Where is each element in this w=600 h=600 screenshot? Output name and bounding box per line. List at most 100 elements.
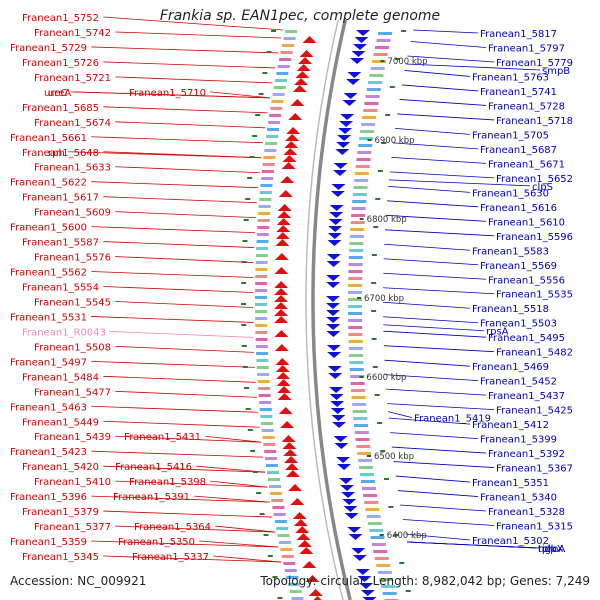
forward-gene-arrow (284, 141, 299, 148)
right-label-connector (387, 411, 413, 419)
feature-strip (352, 193, 367, 196)
left-label-connector (103, 510, 273, 518)
left-gene-label: Franean1_5398 (129, 477, 206, 488)
feature-strip (261, 422, 274, 425)
feature-strip (255, 338, 268, 341)
forward-gene-arrow (285, 134, 300, 141)
feature-strip (356, 158, 371, 161)
feature-strip (272, 93, 285, 96)
forward-gene-arrow (299, 50, 314, 57)
feature-strip (255, 345, 268, 348)
genome-title: Frankia sp. EAN1pec, complete genome (159, 8, 441, 24)
left-label-connector (91, 405, 259, 413)
right-gene-label: Franean1_5367 (496, 464, 573, 475)
feature-strip (373, 550, 388, 553)
ring-marker (249, 156, 255, 158)
reverse-gene-arrow (327, 233, 342, 239)
forward-gene-arrow (278, 407, 293, 414)
right-label-connector (383, 324, 485, 332)
feature-strip (255, 331, 268, 334)
right-gene-label: Franean1_5596 (496, 232, 573, 243)
right-gene-label: Franean1_5556 (488, 275, 565, 286)
reverse-gene-arrow (329, 212, 344, 218)
forward-gene-arrow (275, 232, 290, 239)
right-gene-label: proA (542, 544, 565, 555)
reverse-gene-arrow (326, 303, 341, 309)
feature-strip (255, 282, 268, 285)
left-label-connector (103, 16, 284, 31)
forward-gene-arrow (275, 358, 290, 365)
ring-marker (252, 135, 258, 137)
left-label-connector (115, 166, 260, 174)
feature-strip (351, 207, 366, 210)
ring-marker (399, 562, 405, 564)
ring-marker (245, 408, 251, 410)
reverse-gene-arrow (330, 191, 345, 197)
feature-strip (285, 30, 298, 33)
ring-marker (395, 58, 401, 60)
left-gene-label: Franean1_5617 (22, 193, 99, 204)
left-label-connector (194, 495, 270, 503)
forward-gene-arrow (282, 442, 297, 449)
right-gene-label: Franean1_5779 (496, 58, 573, 69)
feature-strip (265, 142, 278, 145)
left-gene-label: Franean1_5562 (10, 268, 87, 279)
feature-strip (359, 466, 374, 469)
forward-gene-arrow (281, 162, 296, 169)
reverse-gene-arrow (338, 478, 353, 484)
feature-strip (355, 438, 370, 441)
reverse-gene-arrow (326, 317, 341, 323)
reverse-gene-arrow (328, 219, 343, 225)
reverse-gene-arrow (327, 366, 342, 372)
right-gene-label: Franean1_5763 (472, 72, 549, 83)
right-gene-label: Franean1_5351 (472, 478, 549, 489)
feature-strip (369, 529, 384, 532)
feature-strip (376, 39, 391, 42)
feature-strip (289, 590, 302, 593)
left-label-connector (205, 435, 262, 443)
left-label-connector (103, 286, 254, 293)
reverse-gene-arrow (327, 352, 342, 358)
ring-marker (243, 219, 249, 221)
scale-tick-label: 6500 kbp (374, 452, 414, 462)
reverse-gene-arrow (340, 114, 355, 120)
forward-gene-arrow (313, 596, 322, 600)
reverse-gene-arrow (329, 205, 344, 211)
right-label-connector (391, 156, 487, 164)
left-label-connector (115, 435, 262, 443)
left-gene-label: Franean1_5576 (34, 253, 111, 264)
feature-strip (348, 270, 363, 273)
forward-gene-arrow (299, 547, 314, 554)
ring-marker (371, 310, 377, 312)
forward-gene-arrow (298, 57, 313, 64)
feature-strip (354, 431, 369, 434)
reverse-gene-arrow (351, 548, 366, 554)
ring-marker (377, 422, 383, 424)
forward-gene-arrow (285, 463, 300, 470)
ring-marker (277, 597, 283, 599)
ring-marker (247, 429, 253, 431)
left-label-connector (115, 256, 254, 263)
scale-tick-mark (367, 139, 372, 141)
feature-strip (366, 88, 381, 91)
feature-strip (373, 53, 388, 56)
feature-strip (256, 240, 269, 243)
right-label-connector (383, 272, 487, 280)
feature-strip (351, 396, 366, 399)
ring-marker (267, 555, 273, 557)
feature-strip (352, 410, 367, 413)
right-label-connector (383, 316, 479, 324)
left-label-connector (91, 360, 255, 368)
left-gene-label: ureA (48, 88, 71, 99)
right-label-connector (383, 258, 479, 266)
feature-strip (260, 415, 273, 418)
right-gene-label: clpX (542, 544, 564, 555)
right-label-connector (384, 229, 495, 237)
feature-strip (277, 65, 290, 68)
feature-strip (349, 235, 364, 238)
reverse-gene-arrow (347, 72, 362, 78)
forward-gene-arrow (276, 372, 291, 379)
feature-strip (348, 291, 363, 294)
forward-gene-arrow (275, 365, 290, 372)
reverse-gene-arrow (333, 163, 348, 169)
